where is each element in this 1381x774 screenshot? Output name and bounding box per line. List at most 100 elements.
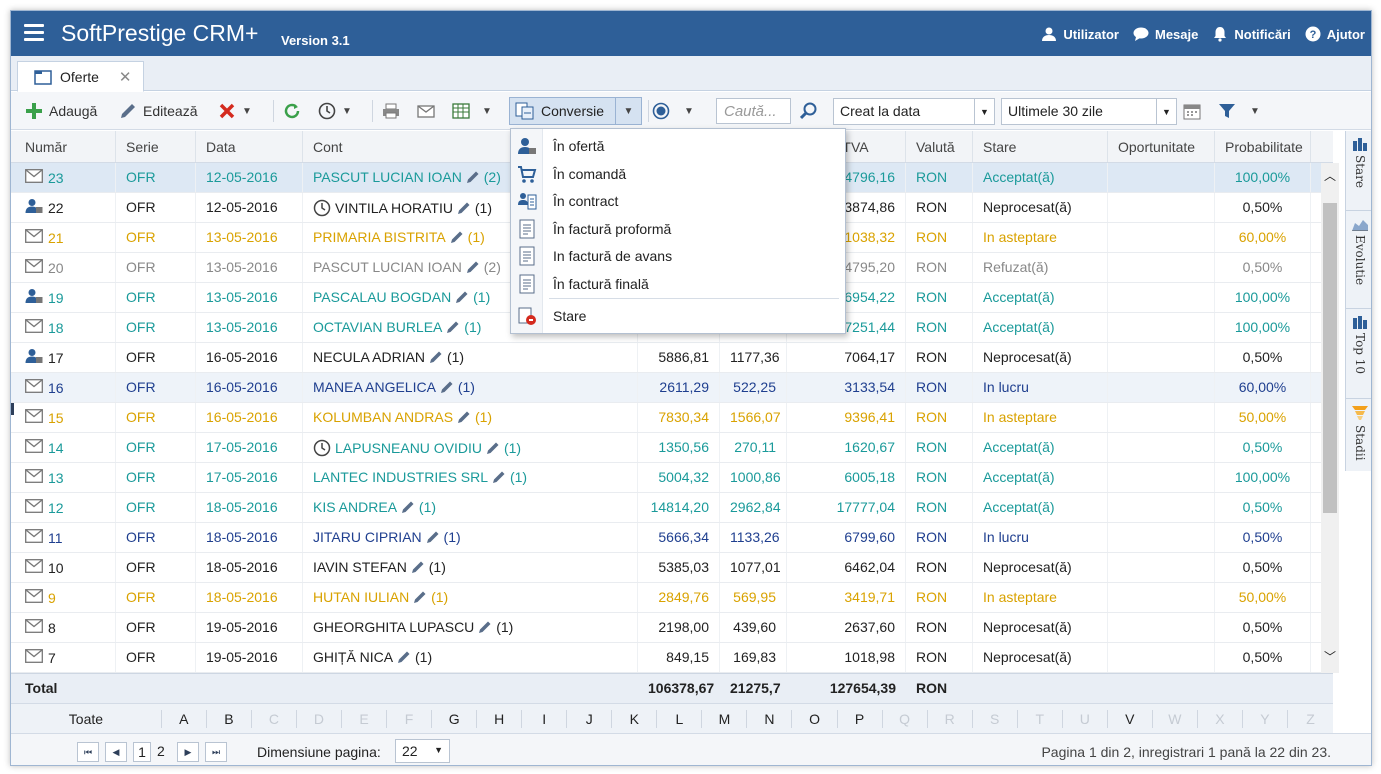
pencil-icon[interactable] <box>442 319 460 335</box>
alphabet-letter[interactable]: B <box>207 709 252 728</box>
edit-button[interactable]: Editează <box>119 98 197 124</box>
menu-item-avans[interactable]: In factură de avans <box>511 243 845 269</box>
alphabet-letter[interactable]: H <box>477 709 523 728</box>
account-name[interactable]: GHEORGHITA LUPASCU <box>313 619 475 635</box>
delete-button[interactable]: ▼ <box>218 98 252 124</box>
pencil-icon[interactable] <box>453 200 471 216</box>
pencil-icon[interactable] <box>407 559 425 575</box>
menu-item-proforma[interactable]: În factură proformă <box>511 216 845 242</box>
column-header[interactable]: Număr <box>11 131 116 162</box>
calendar-button[interactable] <box>1183 98 1201 124</box>
filter-button[interactable]: ▼ <box>1218 98 1260 124</box>
print-button[interactable] <box>382 98 400 124</box>
alphabet-letter[interactable]: G <box>432 709 478 728</box>
table-row[interactable]: 15 OFR 16-05-2016 KOLUMBAN ANDRAS (1) 7830,3… <box>11 403 1333 433</box>
pencil-icon[interactable] <box>488 469 506 485</box>
refresh-button[interactable] <box>283 98 301 124</box>
table-row[interactable]: 16 OFR 16-05-2016 MANEA ANGELICA (1) 2611,29… <box>11 373 1333 403</box>
side-tab-stare[interactable]: Stare <box>1346 131 1371 211</box>
messages-menu[interactable]: Mesaje <box>1133 26 1198 42</box>
account-name[interactable]: VINTILA HORATIU <box>335 200 453 216</box>
account-name[interactable]: OCTAVIAN BURLEA <box>313 319 443 335</box>
scroll-thumb[interactable] <box>1323 203 1337 513</box>
account-name[interactable]: KOLUMBAN ANDRAS <box>313 409 454 425</box>
side-tab-top10[interactable]: Top 10 <box>1346 309 1371 399</box>
account-name[interactable]: LANTEC INDUSTRIES SRL <box>313 469 489 485</box>
pencil-icon[interactable] <box>425 349 443 365</box>
help-menu[interactable]: ? Ajutor <box>1305 26 1365 42</box>
account-name[interactable]: NECULA ADRIAN <box>313 349 426 365</box>
account-name[interactable]: PASCUT LUCIAN IOAN <box>313 259 462 275</box>
pencil-icon[interactable] <box>482 440 500 456</box>
pencil-icon[interactable] <box>474 619 492 635</box>
account-name[interactable]: HUTAN IULIAN <box>313 589 410 605</box>
pencil-icon[interactable] <box>397 499 415 515</box>
tab-oferte[interactable]: Oferte ✕ <box>17 61 144 92</box>
account-name[interactable]: LAPUSNEANU OVIDIU <box>335 440 483 456</box>
alphabet-letter[interactable]: N <box>747 709 793 728</box>
table-row[interactable]: 7 OFR 19-05-2016 GHIȚĂ NICA (1) 849,15 169,83… <box>11 643 1333 673</box>
column-header[interactable]: Stare <box>973 131 1108 162</box>
account-name[interactable]: PRIMARIA BISTRITA <box>313 229 446 245</box>
table-row[interactable]: 12 OFR 18-05-2016 KIS ANDREA (1) 14814,20 296… <box>11 493 1333 523</box>
conversion-button[interactable]: Conversie ▼ <box>509 97 642 125</box>
alphabet-all[interactable]: Toate <box>11 709 162 728</box>
vertical-scrollbar[interactable]: ︿ ﹀ <box>1321 163 1339 673</box>
history-button[interactable]: ▼ <box>318 98 352 124</box>
alphabet-letter[interactable]: P <box>838 709 883 728</box>
column-header[interactable]: Valută <box>906 131 973 162</box>
alphabet-letter[interactable]: V <box>1108 709 1153 728</box>
alphabet-letter[interactable]: K <box>612 709 658 728</box>
pencil-icon[interactable] <box>409 589 427 605</box>
page-size-select[interactable]: 22 ▼ <box>395 739 450 763</box>
alphabet-letter[interactable]: I <box>522 709 568 728</box>
alphabet-letter[interactable]: O <box>792 709 838 728</box>
page-1-button[interactable]: 1 <box>133 742 151 762</box>
alphabet-letter[interactable]: A <box>162 709 207 728</box>
menu-item-contract[interactable]: În contract <box>511 188 845 214</box>
menu-item-oferta[interactable]: În ofertă <box>511 133 845 159</box>
chevron-up-icon[interactable]: ︿ <box>1324 169 1337 183</box>
table-row[interactable]: 18 OFR 13-05-2016 OCTAVIAN BURLEA (1) 17251,… <box>11 313 1333 343</box>
column-header[interactable]: Serie <box>116 131 196 162</box>
table-row[interactable]: 8 OFR 19-05-2016 GHEORGHITA LUPASCU (1) 2198… <box>11 613 1333 643</box>
add-button[interactable]: Adaugă <box>25 98 97 124</box>
chevron-down-icon[interactable]: ▼ <box>482 105 492 117</box>
search-button[interactable] <box>800 98 818 124</box>
table-row[interactable]: 10 OFR 18-05-2016 IAVIN STEFAN (1) 5385,03 10… <box>11 553 1333 583</box>
collapse-handle[interactable] <box>11 403 14 415</box>
side-tab-evolutie[interactable]: Evolutie <box>1346 211 1371 309</box>
prev-page-button[interactable]: ◀ <box>105 742 127 762</box>
pencil-icon[interactable] <box>453 409 471 425</box>
table-row[interactable]: 13 OFR 17-05-2016 LANTEC INDUSTRIES SRL (1)… <box>11 463 1333 493</box>
pencil-icon[interactable] <box>462 259 480 275</box>
alphabet-letter[interactable]: M <box>702 709 748 728</box>
pencil-icon[interactable] <box>451 289 469 305</box>
menu-item-finala[interactable]: În factură finală <box>511 271 845 297</box>
notifications-menu[interactable]: Notificări <box>1212 26 1291 42</box>
close-icon[interactable]: ✕ <box>118 68 132 86</box>
search-input[interactable]: Caută... <box>716 98 791 124</box>
pencil-icon[interactable] <box>436 379 454 395</box>
account-name[interactable]: PASCALAU BOGDAN <box>313 289 452 305</box>
next-page-button[interactable]: ▶ <box>177 742 199 762</box>
chevron-down-icon[interactable]: ▼ <box>684 105 694 117</box>
conversion-dropdown-toggle[interactable]: ▼ <box>615 98 641 124</box>
chevron-down-icon[interactable]: ▼ <box>242 105 252 117</box>
chevron-down-icon[interactable]: ﹀ <box>1324 650 1337 664</box>
email-button[interactable] <box>417 98 435 124</box>
chevron-down-icon[interactable]: ▼ <box>1250 105 1260 117</box>
menu-item-stare[interactable]: Stare <box>511 303 845 329</box>
column-header[interactable]: Oportunitate <box>1108 131 1215 162</box>
export-button[interactable]: ▼ <box>452 98 492 124</box>
page-2-button[interactable]: 2 <box>157 743 165 759</box>
alphabet-letter[interactable]: J <box>567 709 613 728</box>
menu-item-comanda[interactable]: În comandă <box>511 161 845 187</box>
table-row[interactable]: 9 OFR 18-05-2016 HUTAN IULIAN (1) 2849,76 569… <box>11 583 1333 613</box>
date-field-select[interactable]: Creat la data ▼ <box>833 98 995 125</box>
account-name[interactable]: MANEA ANGELICA <box>313 379 436 395</box>
account-name[interactable]: JITARU CIPRIAN <box>313 529 422 545</box>
user-menu[interactable]: Utilizator <box>1041 26 1119 42</box>
chevron-down-icon[interactable]: ▼ <box>342 105 352 117</box>
account-name[interactable]: KIS ANDREA <box>313 499 398 515</box>
